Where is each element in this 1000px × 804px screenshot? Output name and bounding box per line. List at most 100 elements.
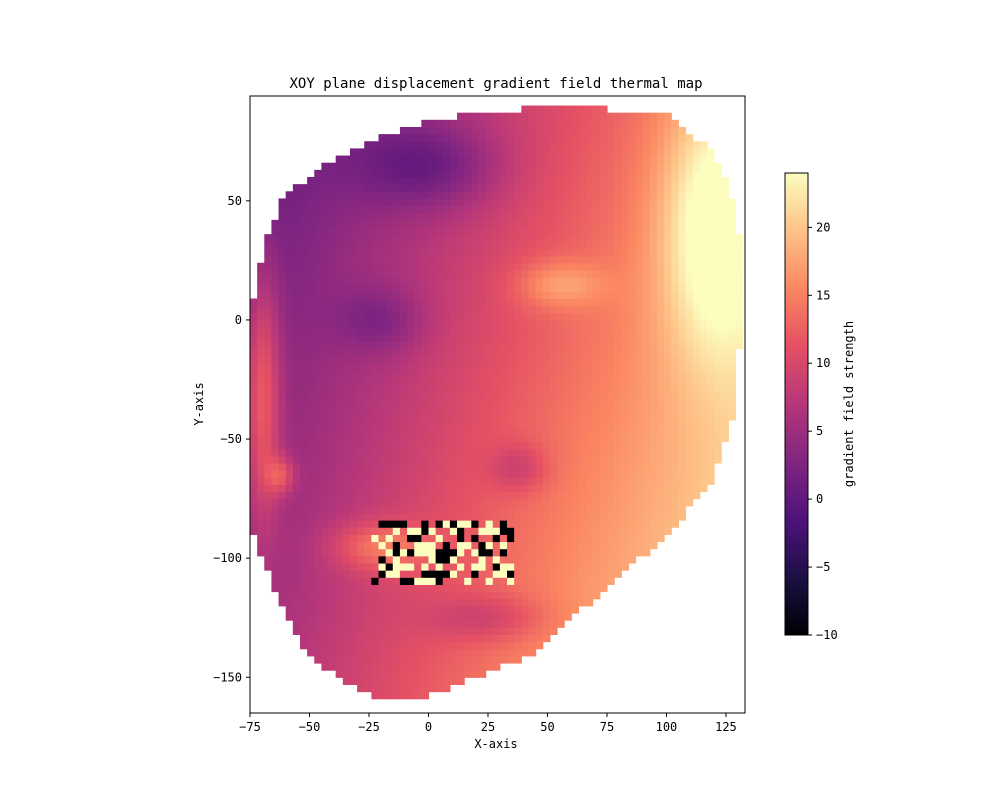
heatmap-cell	[321, 505, 330, 514]
heatmap-cell	[392, 541, 401, 550]
heatmap-cell	[285, 219, 294, 228]
heatmap-cell	[728, 269, 737, 278]
heatmap-cell	[399, 627, 408, 635]
heatmap-cell	[328, 620, 337, 628]
heatmap-cell	[321, 441, 330, 450]
heatmap-cell	[357, 612, 365, 621]
heatmap-cell	[264, 348, 273, 357]
heatmap-cell	[599, 112, 608, 121]
heatmap-cell	[471, 341, 480, 350]
heatmap-cell	[335, 255, 344, 264]
heatmap-cell	[364, 362, 372, 371]
heatmap-cell	[514, 570, 522, 578]
heatmap-cell	[457, 520, 465, 528]
heatmap-cell	[521, 448, 530, 457]
heatmap-cell	[471, 327, 480, 335]
heatmap-cell	[649, 419, 658, 428]
heatmap-cell	[578, 512, 587, 521]
heatmap-cell	[478, 162, 487, 171]
heatmap-cell	[492, 441, 501, 450]
heatmap-cell	[557, 269, 565, 278]
heatmap-cell	[542, 541, 551, 550]
heatmap-cell	[285, 584, 294, 593]
heatmap-cell	[321, 584, 330, 593]
heatmap-cell	[699, 198, 708, 207]
heatmap-cell	[442, 312, 451, 321]
heatmap-cell	[614, 512, 622, 521]
heatmap-cell	[392, 634, 401, 643]
heatmap-cell	[592, 126, 601, 135]
heatmap-cell	[485, 419, 494, 428]
heatmap-cell	[378, 327, 387, 335]
heatmap-cell	[407, 605, 415, 614]
heatmap-cell	[535, 319, 544, 328]
heatmap-cell	[485, 434, 494, 443]
heatmap-cell	[714, 448, 722, 457]
heatmap-cell	[614, 348, 622, 357]
heatmap-cell	[299, 355, 308, 364]
heatmap-cell	[535, 477, 544, 485]
heatmap-cell	[578, 377, 587, 385]
heatmap-cell	[499, 620, 508, 628]
heatmap-cell	[671, 227, 679, 235]
heatmap-cell	[342, 355, 351, 364]
heatmap-cell	[464, 470, 472, 478]
heatmap-cell	[349, 634, 358, 643]
heatmap-cell	[578, 105, 587, 114]
heatmap-cell	[307, 391, 315, 400]
heatmap-cell	[271, 541, 280, 550]
heatmap-cell	[335, 284, 344, 292]
heatmap-cell	[464, 126, 472, 135]
heatmap-cell	[335, 634, 344, 643]
heatmap-cell	[592, 477, 601, 485]
heatmap-cell	[578, 177, 587, 185]
heatmap-cell	[492, 369, 501, 378]
heatmap-cell	[399, 241, 408, 250]
heatmap-cell	[671, 448, 679, 457]
heatmap-cell	[349, 484, 358, 493]
heatmap-cell	[421, 527, 430, 535]
heatmap-cell	[564, 277, 572, 285]
heatmap-cell	[314, 277, 322, 285]
heatmap-cell	[257, 334, 265, 342]
heatmap-cell	[542, 184, 551, 192]
heatmap-cell	[464, 112, 472, 121]
heatmap-cell	[635, 319, 644, 328]
heatmap-cell	[349, 412, 358, 421]
heatmap-cell	[442, 570, 451, 578]
heatmap-cell	[542, 148, 551, 157]
heatmap-cell	[592, 577, 601, 585]
heatmap-cell	[442, 577, 451, 585]
heatmap-cell	[385, 427, 394, 435]
heatmap-cell	[685, 305, 694, 314]
heatmap-cell	[285, 369, 294, 378]
heatmap-cell	[428, 155, 437, 164]
heatmap-cell	[542, 605, 551, 614]
heatmap-cell	[385, 334, 394, 342]
heatmap-cell	[664, 255, 672, 264]
heatmap-cell	[364, 534, 372, 543]
heatmap-cell	[528, 341, 537, 350]
heatmap-cell	[449, 419, 458, 428]
heatmap-cell	[314, 327, 322, 335]
heatmap-cell	[507, 605, 515, 614]
heatmap-cell	[585, 555, 594, 564]
heatmap-cell	[457, 598, 465, 607]
heatmap-cell	[349, 577, 358, 585]
heatmap-cell	[464, 312, 472, 321]
heatmap-cell	[499, 570, 508, 578]
heatmap-cell	[457, 184, 465, 192]
heatmap-cell	[656, 148, 665, 157]
heatmap-cell	[606, 562, 615, 571]
heatmap-cell	[521, 105, 530, 114]
heatmap-cell	[357, 427, 365, 435]
heatmap-cell	[535, 177, 544, 185]
heatmap-cell	[342, 334, 351, 342]
heatmap-cell	[485, 134, 494, 142]
heatmap-cell	[635, 448, 644, 457]
heatmap-cell	[457, 234, 465, 242]
heatmap-cell	[635, 405, 644, 414]
heatmap-cell	[578, 491, 587, 500]
heatmap-cell	[721, 305, 729, 314]
heatmap-cell	[499, 198, 508, 207]
